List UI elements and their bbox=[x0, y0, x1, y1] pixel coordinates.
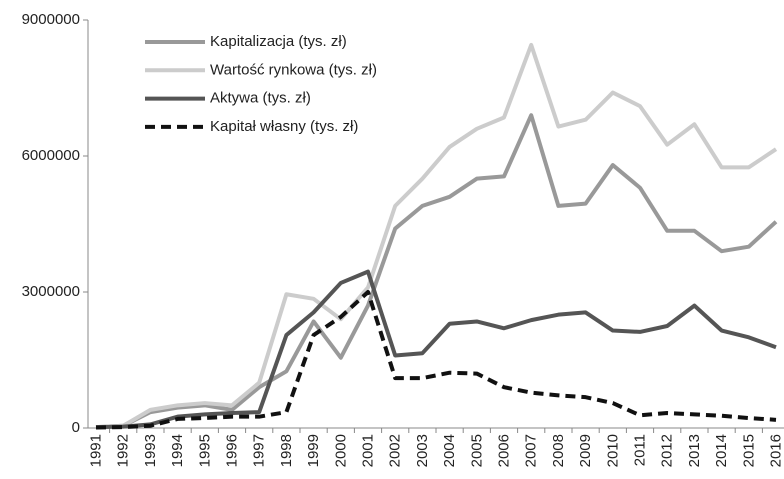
x-tick-label: 2001 bbox=[360, 434, 377, 467]
y-tick-label: 9000000 bbox=[22, 11, 80, 28]
x-tick-label: 2008 bbox=[550, 434, 567, 467]
x-tick-label: 1995 bbox=[196, 434, 213, 467]
x-tick-label: 2003 bbox=[414, 434, 431, 467]
x-tick-label: 2016 bbox=[768, 434, 784, 467]
x-tick-label: 2002 bbox=[387, 434, 404, 467]
x-tick-label: 2006 bbox=[496, 434, 513, 467]
legend-label: Wartość rynkowa (tys. zł) bbox=[210, 61, 377, 78]
x-tick-label: 1994 bbox=[169, 434, 186, 467]
x-tick-label: 2010 bbox=[604, 434, 621, 467]
legend-label: Kapitał własny (tys. zł) bbox=[210, 118, 358, 135]
x-tick-label: 1991 bbox=[88, 434, 105, 467]
x-tick-label: 1997 bbox=[251, 434, 268, 467]
x-tick-label: 2015 bbox=[740, 434, 757, 467]
y-tick-label: 0 bbox=[72, 419, 80, 436]
y-tick-label: 3000000 bbox=[22, 283, 80, 300]
x-tick-label: 1992 bbox=[115, 434, 132, 467]
legend-label: Aktywa (tys. zł) bbox=[210, 90, 311, 107]
x-tick-label: 1996 bbox=[224, 434, 241, 467]
x-tick-label: 2011 bbox=[632, 434, 649, 466]
series-line bbox=[95, 113, 778, 430]
x-tick-label: 1993 bbox=[142, 434, 159, 467]
x-tick-label: 2004 bbox=[441, 434, 458, 467]
series-line bbox=[95, 269, 777, 430]
x-tick-label: 2000 bbox=[332, 434, 349, 467]
x-tick-label: 1999 bbox=[305, 434, 322, 467]
legend-label: Kapitalizacja (tys. zł) bbox=[210, 33, 347, 50]
series-line bbox=[95, 290, 777, 430]
y-tick-label: 6000000 bbox=[22, 147, 80, 164]
x-tick-label: 2013 bbox=[686, 434, 703, 467]
x-tick-label: 2014 bbox=[713, 434, 730, 467]
x-tick-label: 1998 bbox=[278, 434, 295, 467]
x-tick-label: 2005 bbox=[468, 434, 485, 467]
x-tick-label: 2012 bbox=[659, 434, 676, 467]
x-tick-label: 2007 bbox=[523, 434, 540, 467]
x-tick-label: 2009 bbox=[577, 434, 594, 467]
series-line bbox=[95, 42, 778, 430]
